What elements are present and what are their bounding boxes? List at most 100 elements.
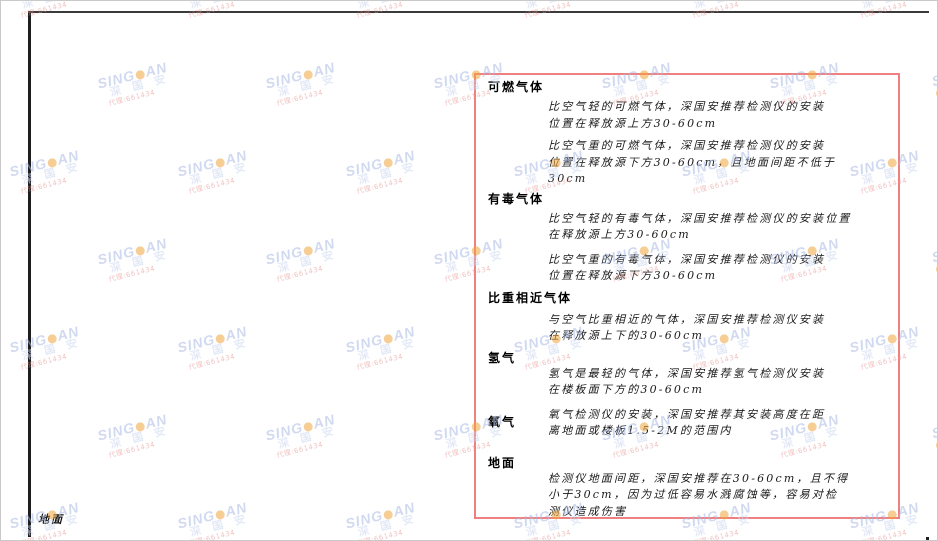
watermark-dot-icon (214, 157, 226, 169)
panel-section: 可燃气体 比空气轻的可燃气体，深国安推荐检测仪的安装 位置在释放源上方30-60c… (488, 80, 888, 188)
section-paragraph: 比空气重的可燃气体，深国安推荐检测仪的安装 位置在释放源下方30-60cm，且地… (548, 139, 837, 185)
watermark-sub: 代理:661434 (107, 264, 156, 284)
watermark-sub: 代理:661434 (107, 88, 156, 108)
watermark-cn: 深 国 安 (108, 71, 171, 99)
watermark-sub: 代理:661434 (691, 528, 740, 541)
watermark-cn: 深 国 安 (21, 1, 84, 11)
section-paragraph: 氢气是最轻的气体，深国安推荐氢气检测仪安装 在楼板面下方的30-60cm (548, 366, 826, 397)
watermark-sub: 代理:661434 (107, 440, 156, 460)
watermark-sub: 代理:661434 (187, 176, 236, 196)
section-paragraph: 氧气检测仪的安装，深国安推荐其安装高度在距 离地面或楼板1.5-2M的范围内 (548, 407, 826, 438)
section-paragraph: 与空气比重相近的气体，深国安推荐检测仪安装 在释放源上下的30-60cm (548, 312, 826, 343)
watermark-cn: 深 国 安 (356, 335, 419, 363)
ground-label: 地面 (38, 513, 64, 526)
watermark-dot-icon (214, 509, 226, 521)
section-heading: 地面 (488, 455, 517, 470)
watermark-sub: 代理:661434 (275, 88, 324, 108)
watermark-dot-icon (46, 333, 58, 345)
watermark-sub: 代理:661434 (355, 176, 404, 196)
watermark-cn: 深 国 安 (108, 423, 171, 451)
watermark-sub: 代理:661434 (859, 528, 908, 541)
watermark-sub: 代理:661434 (355, 352, 404, 372)
section-heading: 氢气 (488, 350, 517, 365)
watermark-sub: 代理:661434 (275, 440, 324, 460)
ceiling-line (28, 11, 929, 13)
watermark-dot-icon (134, 245, 146, 257)
watermark-dot-icon (302, 69, 314, 81)
watermark-cn: 深 国 安 (525, 1, 588, 11)
watermark-dot-icon (382, 157, 394, 169)
watermark-dot-icon (382, 509, 394, 521)
watermark-dot-icon (214, 333, 226, 345)
watermark-sub: 代理:661434 (523, 0, 572, 20)
watermark-sub: 代理:661434 (523, 528, 572, 541)
watermark-sub: 代理:661434 (691, 0, 740, 20)
watermark-cn: 深 国 安 (276, 247, 339, 275)
section-paragraph: 比空气重的有毒气体，深国安推荐检测仪的安装 位置在释放源下方30-60cm (548, 252, 826, 283)
watermark-sub: 代理:661434 (355, 0, 404, 20)
watermark-cn: 深 国 安 (357, 1, 420, 11)
info-panel: 可燃气体 比空气轻的可燃气体，深国安推荐检测仪的安装 位置在释放源上方30-60c… (474, 73, 900, 519)
watermark-dot-icon (382, 333, 394, 345)
section-paragraph: 比空气轻的有毒气体，深国安推荐检测仪的安装位置 在释放源上方30-60cm (548, 211, 852, 242)
watermark-dot-icon (302, 421, 314, 433)
watermark-cn: 深 国 安 (356, 511, 419, 539)
right-wall-line (926, 537, 929, 540)
panel-section: 氢气氢气是最轻的气体，深国安推荐氢气检测仪安装 在楼板面下方的30-60cm (488, 351, 888, 399)
watermark-cn: 深 国 安 (188, 511, 251, 539)
watermark-sub: 代理:661434 (187, 0, 236, 20)
watermark-sub: 代理:661434 (187, 528, 236, 541)
watermark-cn: 深 国 安 (189, 1, 252, 11)
watermark-sub: 代理:661434 (275, 264, 324, 284)
watermark-cn: 深 国 安 (108, 247, 171, 275)
watermark-cn: 深 国 安 (276, 423, 339, 451)
panel-section: 比重相近气体 与空气比重相近的气体，深国安推荐检测仪安装 在释放源上下的30-60… (488, 291, 888, 345)
watermark-cn: 深 国 安 (861, 1, 924, 11)
watermark-dot-icon (46, 157, 58, 169)
watermark-dot-icon (134, 421, 146, 433)
watermark-cn: 深 国 安 (693, 1, 756, 11)
section-paragraph: 检测仪地面间距，深国安推荐在30-60cm，且不得 小于30cm，因为过低容易水… (548, 471, 850, 518)
watermark-sub: 代理:661434 (187, 352, 236, 372)
watermark-cn: 深 国 安 (276, 71, 339, 99)
section-paragraph: 比空气轻的可燃气体，深国安推荐检测仪的安装 位置在释放源上方30-60cm (548, 100, 826, 130)
